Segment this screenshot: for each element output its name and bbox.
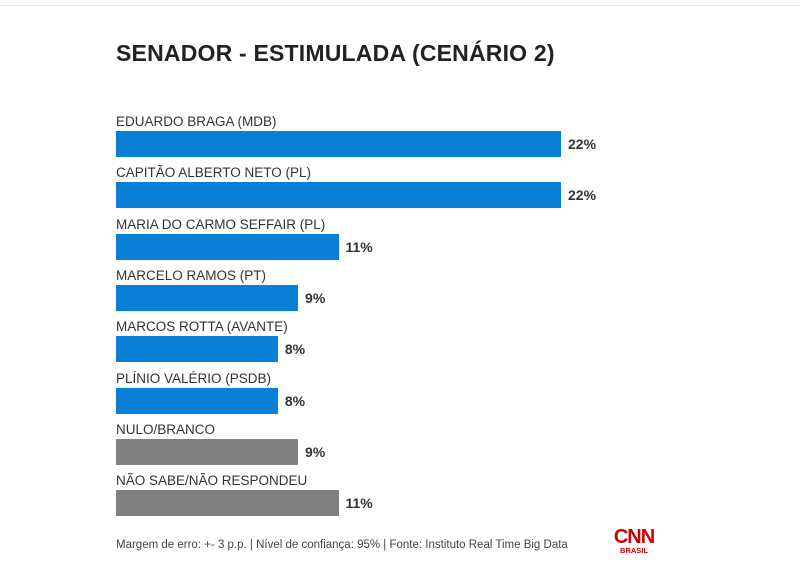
bar	[116, 387, 278, 414]
cnn-brasil-logo: CNN BRASIL	[612, 526, 656, 555]
category-label: MARIA DO CARMO SEFFAIR (PL)	[116, 216, 326, 232]
value-label: 9%	[305, 289, 326, 306]
top-divider	[0, 5, 800, 6]
category-label: CAPITÃO ALBERTO NETO (PL)	[116, 165, 312, 181]
bar	[116, 233, 339, 260]
bar	[116, 131, 561, 157]
value-label: 9%	[305, 443, 326, 460]
category-label: EDUARDO BRAGA (MDB)	[116, 114, 277, 129]
chart-title: SENADOR - ESTIMULADA (CENÁRIO 2)	[116, 40, 555, 66]
value-label: 22%	[568, 136, 597, 152]
bar	[116, 336, 278, 363]
category-label: MARCELO RAMOS (PT)	[116, 267, 267, 283]
category-label: PLÍNIO VALÉRIO (PSDB)	[116, 370, 272, 386]
category-label: NÃO SABE/NÃO RESPONDEU	[116, 473, 308, 489]
bar	[116, 182, 561, 209]
value-label: 11%	[345, 238, 373, 255]
bar	[116, 284, 299, 311]
value-label: 8%	[284, 341, 306, 358]
bar	[116, 438, 299, 465]
logo-brasil: BRASIL	[620, 546, 648, 555]
bar	[116, 490, 339, 517]
value-label: 11%	[345, 495, 373, 512]
value-label: 22%	[568, 187, 597, 204]
footer-source-note: Margem de erro: +- 3 p.p. | Nível de con…	[116, 539, 568, 551]
value-label: 8%	[284, 392, 306, 409]
logo-cnn: CNN	[613, 526, 655, 548]
category-label: NULO/BRANCO	[116, 421, 216, 437]
category-label: MARCOS ROTTA (AVANTE)	[116, 319, 288, 335]
